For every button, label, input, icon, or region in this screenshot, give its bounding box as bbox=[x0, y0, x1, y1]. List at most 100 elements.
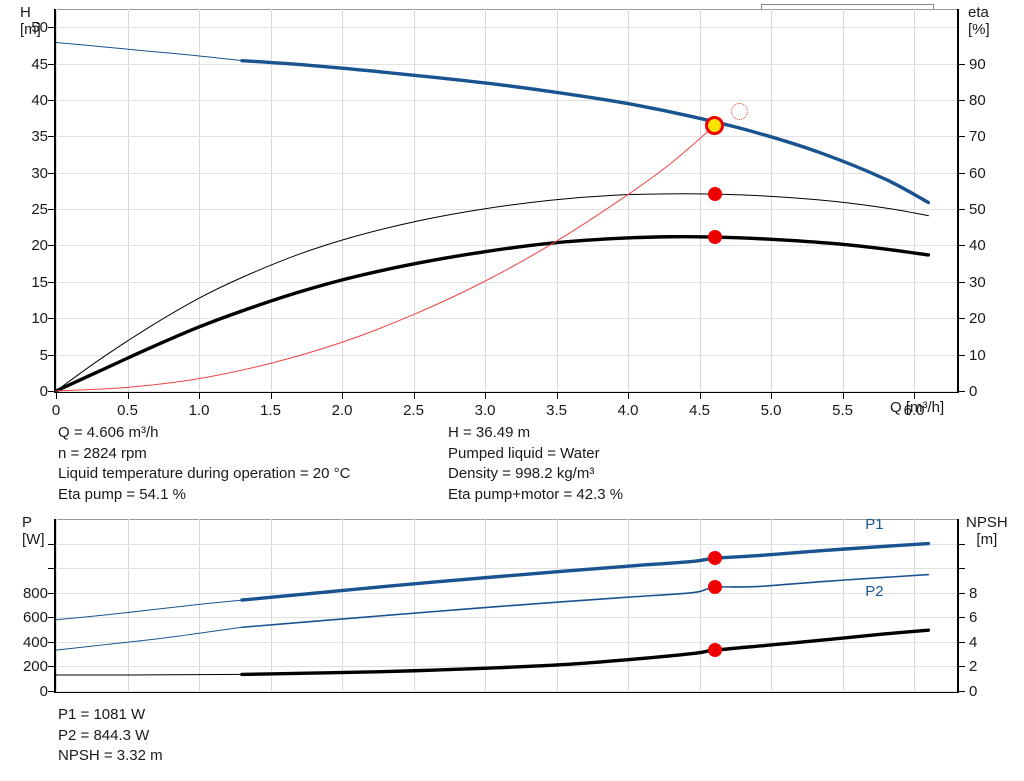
info-power-line-0: P1 = 1081 W bbox=[58, 706, 146, 723]
gridline-vertical bbox=[342, 519, 344, 691]
top-plot-area bbox=[54, 9, 959, 393]
y-tick-left bbox=[48, 63, 54, 65]
y-tick-left bbox=[48, 209, 54, 211]
gridline-horizontal bbox=[56, 543, 957, 545]
x-label: 3.0 bbox=[474, 402, 496, 419]
curve-p1-thin-extrapolated bbox=[55, 599, 243, 621]
gridline-horizontal bbox=[56, 592, 957, 594]
y-tick-right bbox=[959, 209, 965, 211]
gridline-vertical bbox=[771, 519, 773, 691]
info-power-line-2: NPSH = 3.32 m bbox=[58, 747, 163, 764]
y-tick-left bbox=[48, 172, 54, 174]
gridline-horizontal bbox=[56, 136, 957, 138]
curve-layer bbox=[54, 41, 931, 393]
gridline-vertical bbox=[914, 9, 916, 391]
power-info: P1 = 1081 W P2 = 844.3 W NPSH = 3.32 m bbox=[58, 705, 163, 767]
power-duty-marker-0[interactable] bbox=[707, 551, 722, 566]
y-tick-right bbox=[959, 568, 965, 570]
gridline-horizontal bbox=[56, 209, 957, 211]
gridline-vertical bbox=[413, 519, 415, 691]
gridline-horizontal bbox=[56, 318, 957, 320]
y-tick-left bbox=[48, 245, 54, 247]
y-tick-right bbox=[959, 99, 965, 101]
gridline-vertical bbox=[127, 519, 129, 691]
curve-layer bbox=[55, 541, 931, 677]
y-tick-left bbox=[48, 27, 54, 29]
x-tick bbox=[771, 393, 773, 399]
gridline-vertical bbox=[628, 9, 630, 391]
y-label-right: 70 bbox=[969, 128, 986, 146]
y-tick-right bbox=[959, 617, 965, 619]
gridline-vertical bbox=[199, 9, 201, 391]
operating-info-right: H = 36.49 m Pumped liquid = Water Density … bbox=[448, 423, 623, 505]
gridline-vertical bbox=[127, 9, 129, 391]
y-tick-left bbox=[48, 99, 54, 101]
y-label-left: 30 bbox=[31, 164, 48, 182]
x-tick bbox=[127, 393, 129, 399]
x-label: 4.5 bbox=[689, 402, 710, 419]
gridline-horizontal bbox=[56, 391, 957, 392]
power-duty-marker-1[interactable] bbox=[707, 580, 722, 595]
gridline-horizontal bbox=[56, 691, 957, 692]
gridline-vertical bbox=[199, 519, 201, 691]
top-right-axis-title: eta [%] bbox=[968, 4, 990, 38]
gridline-horizontal bbox=[56, 63, 957, 65]
efficiency-duty-marker-1[interactable] bbox=[707, 230, 722, 245]
gridline-vertical bbox=[270, 9, 272, 391]
y-label-left: 600 bbox=[22, 609, 48, 627]
power-npsh-chart: P [W] NPSH [m] 0 200 400 600 800 0 2 4 6 8 P1 P2 bbox=[0, 510, 1024, 699]
head-efficiency-chart: H [m] eta [%] CM 5-5, 1*230 V, 50Hz Q [m… bbox=[20, 4, 990, 419]
info-left-line-1: n = 2824 rpm bbox=[58, 444, 147, 462]
y-tick-left bbox=[48, 318, 54, 320]
top-frame-bottom bbox=[56, 391, 959, 393]
x-tick bbox=[699, 393, 701, 399]
info-right-line-0: H = 36.49 m bbox=[448, 424, 531, 441]
curve-eta-pump-motor-thick bbox=[54, 234, 931, 393]
operating-info-left: Q = 4.606 m³/h n = 2824 rpm Liquid tempera… bbox=[58, 423, 350, 505]
gridline-vertical bbox=[628, 519, 630, 691]
efficiency-duty-marker-0[interactable] bbox=[707, 187, 722, 202]
y-label-left: 0 bbox=[39, 383, 48, 400]
y-label-right: 50 bbox=[969, 201, 986, 219]
alternate-duty-point-marker[interactable] bbox=[730, 103, 748, 121]
info-right-line-3: Eta pump+motor = 42.3 % bbox=[448, 485, 624, 503]
gridline-vertical bbox=[56, 9, 57, 391]
x-label: 5.0 bbox=[760, 402, 782, 419]
x-label: 6.0 bbox=[903, 402, 925, 419]
gridline-vertical bbox=[270, 519, 272, 691]
y-label-left: 5 bbox=[39, 346, 48, 364]
x-tick bbox=[628, 393, 630, 399]
y-tick-right bbox=[959, 691, 965, 692]
y-label-left: 10 bbox=[31, 310, 48, 328]
x-tick bbox=[413, 393, 415, 399]
gridline-vertical bbox=[485, 519, 487, 691]
y-tick-left bbox=[48, 281, 54, 283]
top-frame-top bbox=[56, 9, 957, 10]
gridline-horizontal bbox=[56, 568, 957, 570]
x-label: 5.5 bbox=[832, 402, 853, 419]
gridline-vertical bbox=[699, 9, 701, 391]
y-tick-right bbox=[959, 391, 965, 392]
gridline-vertical bbox=[56, 519, 57, 691]
y-label-left: 40 bbox=[31, 91, 48, 109]
y-label-left: 800 bbox=[22, 584, 48, 602]
x-tick bbox=[56, 393, 57, 399]
curve-p2-thin-extrapolated bbox=[55, 626, 243, 651]
y-tick-left bbox=[48, 354, 54, 356]
bottom-frame-top bbox=[56, 519, 957, 520]
duty-point-marker[interactable] bbox=[705, 115, 725, 135]
x-label: 1.0 bbox=[188, 402, 210, 419]
x-tick bbox=[270, 393, 272, 399]
y-tick-right bbox=[959, 641, 965, 643]
gridline-horizontal bbox=[56, 281, 957, 283]
gridline-horizontal bbox=[56, 617, 957, 619]
info-right-line-1: Pumped liquid = Water bbox=[448, 444, 600, 462]
y-label-left: 20 bbox=[31, 237, 48, 255]
y-tick-right bbox=[959, 63, 965, 65]
power-duty-marker-2[interactable] bbox=[707, 643, 722, 658]
x-label: 1.5 bbox=[260, 402, 281, 419]
bottom-left-axis-title: P [W] bbox=[22, 514, 45, 548]
curve-p2 bbox=[241, 573, 930, 629]
x-axis-title-top: Q [m³/h] bbox=[890, 399, 945, 416]
gridline-horizontal bbox=[56, 245, 957, 247]
